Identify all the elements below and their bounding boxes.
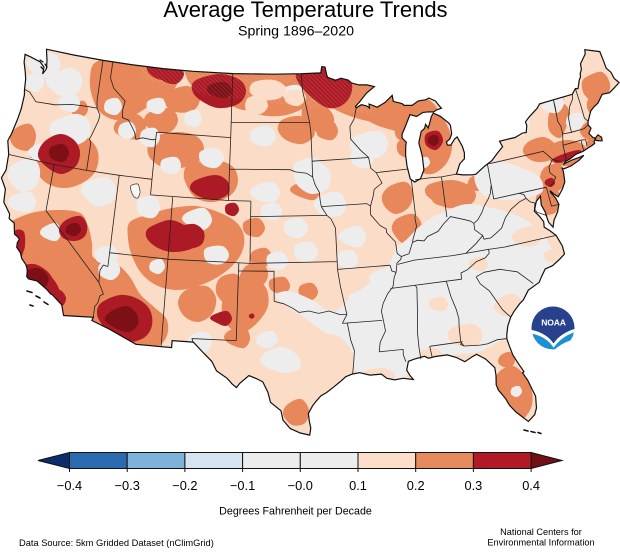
svg-text:−0.0: −0.0 [288, 478, 313, 493]
svg-text:Environmental Information: Environmental Information [487, 538, 594, 548]
svg-text:0.3: 0.3 [465, 478, 483, 493]
svg-text:−0.1: −0.1 [230, 478, 255, 493]
svg-text:−0.2: −0.2 [172, 478, 197, 493]
svg-text:NOAA: NOAA [541, 318, 566, 328]
svg-text:National Centers for: National Centers for [500, 527, 582, 537]
svg-text:Average Temperature Trends: Average Temperature Trends [163, 0, 447, 22]
svg-text:Spring 1896–2020: Spring 1896–2020 [238, 24, 354, 40]
svg-text:0.1: 0.1 [349, 478, 367, 493]
svg-text:0.2: 0.2 [407, 478, 425, 493]
svg-text:Data Source: 5km Gridded Datas: Data Source: 5km Gridded Dataset (nClimG… [19, 538, 214, 548]
svg-text:−0.3: −0.3 [115, 478, 140, 493]
svg-text:Degrees Fahrenheit per Decade: Degrees Fahrenheit per Decade [219, 506, 372, 518]
svg-text:−0.4: −0.4 [57, 478, 82, 493]
svg-text:0.4: 0.4 [522, 478, 540, 493]
